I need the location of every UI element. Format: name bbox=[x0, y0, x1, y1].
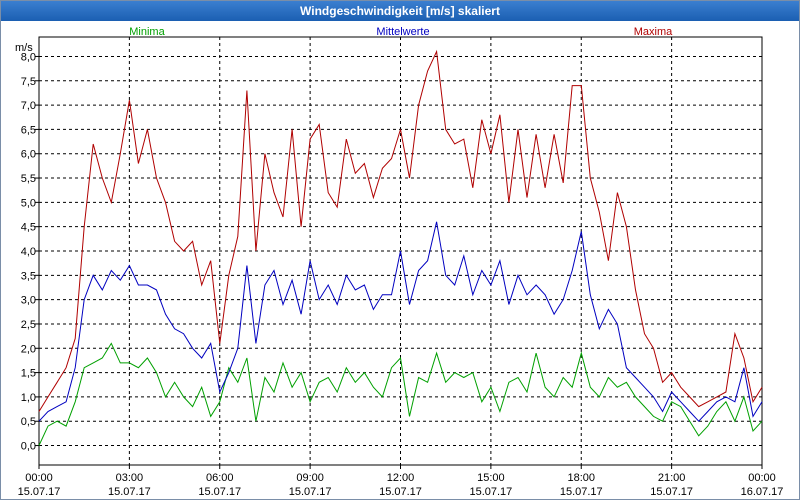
x-tick-date: 15.07.17 bbox=[650, 486, 693, 498]
x-tick-date: 15.07.17 bbox=[198, 486, 241, 498]
y-tick-label: 4,0 bbox=[21, 246, 36, 258]
x-tick-time: 18:00 bbox=[567, 472, 595, 484]
y-tick-label: 6,0 bbox=[21, 149, 36, 161]
x-tick-time: 00:00 bbox=[748, 472, 776, 484]
y-tick-label: 2,0 bbox=[21, 343, 36, 355]
y-tick-label: 5,0 bbox=[21, 197, 36, 209]
y-tick-label: 0,5 bbox=[21, 416, 36, 428]
y-tick-label: 6,5 bbox=[21, 124, 36, 136]
x-tick-date: 15.07.17 bbox=[108, 486, 151, 498]
x-tick-date: 15.07.17 bbox=[18, 486, 61, 498]
y-tick-label: 2,5 bbox=[21, 319, 36, 331]
y-axis-label: m/s bbox=[15, 42, 33, 54]
y-tick-label: 1,0 bbox=[21, 392, 36, 404]
x-tick-date: 15.07.17 bbox=[469, 486, 512, 498]
series-line-minima bbox=[38, 342, 763, 446]
y-tick-label: 3,5 bbox=[21, 270, 36, 282]
legend-mittelwerte: Mittelwerte bbox=[376, 26, 429, 38]
x-tick-time: 15:00 bbox=[477, 472, 505, 484]
y-tick-label: 0,0 bbox=[21, 441, 36, 453]
x-tick-date: 15.07.17 bbox=[560, 486, 603, 498]
series-line-maxima bbox=[38, 49, 763, 412]
x-axis-ticks: 00:00 15.07.17 03:00 15.07.17 06:00 15.07.17 0… bbox=[18, 465, 784, 498]
x-tick-time: 21:00 bbox=[658, 472, 686, 484]
series-line-mittelwerte bbox=[38, 221, 763, 422]
x-tick-date: 16.07.17 bbox=[741, 486, 784, 498]
x-tick-time: 03:00 bbox=[116, 472, 144, 484]
y-tick-label: 4,5 bbox=[21, 222, 36, 234]
y-axis-ticks: 0,0 0,5 1,0 1,5 2,0 2,5 3,0 3,5 4,0 4,5 5,0 5,5 6,0 6… bbox=[21, 51, 39, 453]
y-tick-label: 1,5 bbox=[21, 368, 36, 380]
gridlines bbox=[39, 37, 762, 465]
data-series bbox=[38, 49, 763, 446]
window-title: Windgeschwindigkeit [m/s] skaliert bbox=[1, 1, 799, 21]
x-tick-date: 15.07.17 bbox=[289, 486, 332, 498]
y-tick-label: 3,0 bbox=[21, 295, 36, 307]
y-tick-label: 7,0 bbox=[21, 100, 36, 112]
legend-minima: Minima bbox=[129, 26, 165, 38]
x-tick-date: 15.07.17 bbox=[379, 486, 422, 498]
y-tick-label: 8,0 bbox=[21, 51, 36, 63]
x-tick-time: 06:00 bbox=[206, 472, 234, 484]
y-tick-label: 5,5 bbox=[21, 173, 36, 185]
x-tick-time: 09:00 bbox=[296, 472, 324, 484]
legend-maxima: Maxima bbox=[634, 26, 673, 38]
x-tick-time: 00:00 bbox=[25, 472, 53, 484]
x-tick-time: 12:00 bbox=[387, 472, 415, 484]
y-tick-label: 7,5 bbox=[21, 76, 36, 88]
